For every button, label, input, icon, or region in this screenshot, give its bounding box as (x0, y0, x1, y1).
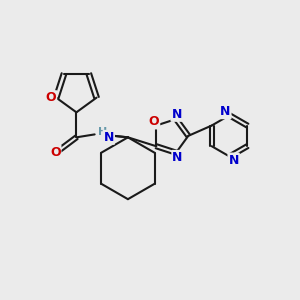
Text: N: N (228, 154, 239, 166)
Text: O: O (149, 116, 159, 128)
Text: N: N (172, 151, 183, 164)
Text: N: N (220, 105, 231, 118)
Text: O: O (50, 146, 61, 159)
Text: N: N (172, 108, 182, 121)
Text: O: O (46, 91, 56, 104)
Text: N: N (103, 131, 114, 144)
Text: H: H (98, 127, 107, 137)
